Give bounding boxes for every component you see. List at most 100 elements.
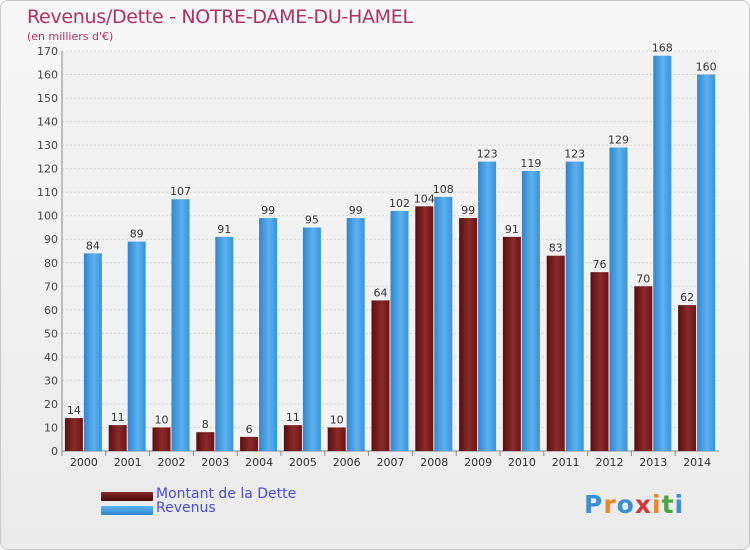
x-tick-label: 2006 xyxy=(333,456,361,469)
y-tick-label: 20 xyxy=(44,398,58,411)
bar-debt xyxy=(546,255,565,451)
y-tick-label: 0 xyxy=(51,445,58,458)
bar-revenue xyxy=(302,227,321,451)
bar-debt xyxy=(459,218,478,451)
data-label-debt: 11 xyxy=(286,411,300,424)
bar-debt xyxy=(108,425,127,451)
data-label-revenue: 91 xyxy=(217,223,231,236)
bar-revenue xyxy=(521,171,540,451)
data-label-debt: 10 xyxy=(155,413,169,426)
bar-debt xyxy=(634,286,653,451)
legend-swatch-debt xyxy=(101,492,153,501)
data-label-revenue: 123 xyxy=(477,148,498,161)
bar-revenue xyxy=(478,161,497,451)
data-label-debt: 14 xyxy=(67,404,81,417)
y-tick-label: 110 xyxy=(37,186,58,199)
y-tick-label: 100 xyxy=(37,210,58,223)
y-tick-label: 30 xyxy=(44,374,58,387)
x-tick-label: 2008 xyxy=(420,456,448,469)
chart-subtitle: (en milliers d'€) xyxy=(27,30,114,43)
x-tick-label: 2002 xyxy=(158,456,186,469)
logo-letter: i xyxy=(652,490,662,519)
bar-revenue xyxy=(697,74,716,451)
data-label-debt: 76 xyxy=(593,258,607,271)
bar-debt xyxy=(590,272,609,451)
data-label-debt: 99 xyxy=(461,204,475,217)
x-tick-label: 2009 xyxy=(464,456,492,469)
data-label-revenue: 168 xyxy=(652,42,673,55)
bar-revenue xyxy=(434,196,453,451)
x-tick-label: 2014 xyxy=(683,456,711,469)
bar-revenue xyxy=(609,147,628,451)
data-label-debt: 11 xyxy=(111,411,125,424)
data-label-revenue: 99 xyxy=(349,204,363,217)
bar-revenue xyxy=(83,253,102,451)
bar-debt xyxy=(196,432,215,451)
data-label-revenue: 108 xyxy=(433,183,454,196)
bar-revenue xyxy=(127,241,146,451)
data-label-debt: 104 xyxy=(414,192,435,205)
data-label-revenue: 89 xyxy=(130,228,144,241)
logo-letter: i xyxy=(674,490,685,519)
logo-letter: r xyxy=(603,490,617,519)
bar-revenue xyxy=(259,218,278,451)
y-tick-label: 150 xyxy=(37,92,58,105)
data-label-revenue: 95 xyxy=(305,213,319,226)
legend-swatch-revenue xyxy=(101,506,153,515)
data-label-debt: 10 xyxy=(330,413,344,426)
y-tick-label: 170 xyxy=(37,45,58,58)
bar-debt xyxy=(152,427,171,451)
bar-revenue xyxy=(565,161,584,451)
data-label-revenue: 102 xyxy=(389,197,410,210)
chart-title: Revenus/Dette - NOTRE-DAME-DU-HAMEL xyxy=(27,6,413,28)
x-tick-label: 2007 xyxy=(377,456,405,469)
bar-debt xyxy=(283,425,302,451)
y-tick-label: 120 xyxy=(37,163,58,176)
bar-debt xyxy=(64,418,83,451)
data-label-debt: 83 xyxy=(549,242,563,255)
logo-letter: x xyxy=(634,490,652,519)
data-label-debt: 64 xyxy=(374,286,388,299)
y-tick-label: 50 xyxy=(44,327,58,340)
x-tick-label: 2013 xyxy=(639,456,667,469)
bar-debt xyxy=(678,305,697,451)
y-tick-label: 130 xyxy=(37,139,58,152)
bar-revenue xyxy=(171,199,190,451)
y-tick-label: 90 xyxy=(44,233,58,246)
x-tick-label: 2004 xyxy=(245,456,273,469)
x-tick-label: 2010 xyxy=(508,456,536,469)
data-label-revenue: 129 xyxy=(608,133,629,146)
y-tick-label: 140 xyxy=(37,116,58,129)
bar-debt xyxy=(415,206,434,451)
y-tick-label: 160 xyxy=(37,69,58,82)
x-tick-label: 2005 xyxy=(289,456,317,469)
x-tick-label: 2011 xyxy=(552,456,580,469)
logo-letter: P xyxy=(584,490,604,519)
legend-label-debt: Montant de la Dette xyxy=(156,486,297,502)
bar-revenue xyxy=(346,218,365,451)
legend-label-revenue: Revenus xyxy=(156,500,216,516)
data-label-debt: 70 xyxy=(636,272,650,285)
data-label-revenue: 123 xyxy=(564,148,585,161)
data-label-debt: 8 xyxy=(202,418,209,431)
bar-debt xyxy=(371,300,390,451)
x-tick-label: 2000 xyxy=(70,456,98,469)
bar-debt xyxy=(240,436,259,451)
y-tick-label: 70 xyxy=(44,280,58,293)
data-label-debt: 6 xyxy=(246,423,253,436)
data-label-revenue: 107 xyxy=(170,185,191,198)
data-label-debt: 62 xyxy=(680,291,694,304)
proxiti-logo: Proxiti xyxy=(584,490,684,519)
y-tick-label: 80 xyxy=(44,257,58,270)
y-tick-label: 40 xyxy=(44,351,58,364)
bar-revenue xyxy=(653,55,672,452)
data-label-revenue: 119 xyxy=(520,157,541,170)
logo-letter: o xyxy=(616,490,635,519)
bar-revenue xyxy=(390,211,409,451)
bar-debt xyxy=(502,236,521,451)
data-label-revenue: 160 xyxy=(696,61,717,74)
x-tick-label: 2003 xyxy=(201,456,229,469)
data-label-revenue: 84 xyxy=(86,239,100,252)
y-tick-label: 10 xyxy=(44,421,58,434)
